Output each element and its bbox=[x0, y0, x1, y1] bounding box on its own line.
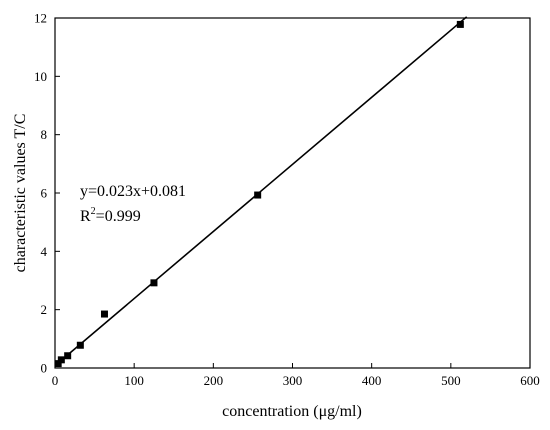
y-tick-label-1: 2 bbox=[41, 302, 48, 317]
y-tick-label-6: 12 bbox=[34, 11, 47, 26]
x-tick-label-1: 100 bbox=[124, 373, 144, 388]
plot-frame bbox=[54, 17, 531, 369]
x-tick-label-2: 200 bbox=[204, 373, 224, 388]
x-tick-label-3: 300 bbox=[283, 373, 303, 388]
data-point-4 bbox=[100, 310, 108, 318]
y-axis-title: characteristic values T/C bbox=[12, 114, 29, 273]
regression-line bbox=[54, 16, 468, 367]
r-squared: R2=0.999 bbox=[80, 206, 141, 225]
r-squared-superscript: 2 bbox=[91, 206, 96, 217]
r-squared-prefix: R bbox=[80, 208, 91, 225]
y-tick-label-2: 4 bbox=[41, 244, 48, 259]
data-point-5 bbox=[150, 279, 158, 287]
data-point-1 bbox=[57, 356, 65, 364]
x-tick-label-6: 600 bbox=[520, 373, 540, 388]
x-tick-label-0: 0 bbox=[52, 373, 59, 388]
tick-labels: 0 100 200 300 400 500 600 0 2 4 6 8 10 12 bbox=[34, 11, 540, 389]
r-squared-suffix: =0.999 bbox=[96, 208, 141, 225]
y-tick-label-3: 6 bbox=[41, 186, 48, 201]
data-points bbox=[54, 20, 464, 368]
y-tick-label-5: 10 bbox=[34, 69, 47, 84]
data-point-6 bbox=[254, 191, 262, 199]
y-tick-label-4: 8 bbox=[41, 127, 48, 142]
x-tick-label-4: 400 bbox=[362, 373, 382, 388]
data-point-3 bbox=[76, 341, 84, 349]
data-point-0 bbox=[54, 360, 62, 368]
data-point-7 bbox=[456, 20, 464, 28]
data-point-2 bbox=[64, 352, 72, 360]
fit-equation: y=0.023x+0.081 bbox=[80, 183, 186, 200]
x-axis-title: concentration (μg/ml) bbox=[222, 403, 362, 420]
x-tick-label-5: 500 bbox=[441, 373, 461, 388]
y-tick-label-0: 0 bbox=[41, 361, 48, 376]
